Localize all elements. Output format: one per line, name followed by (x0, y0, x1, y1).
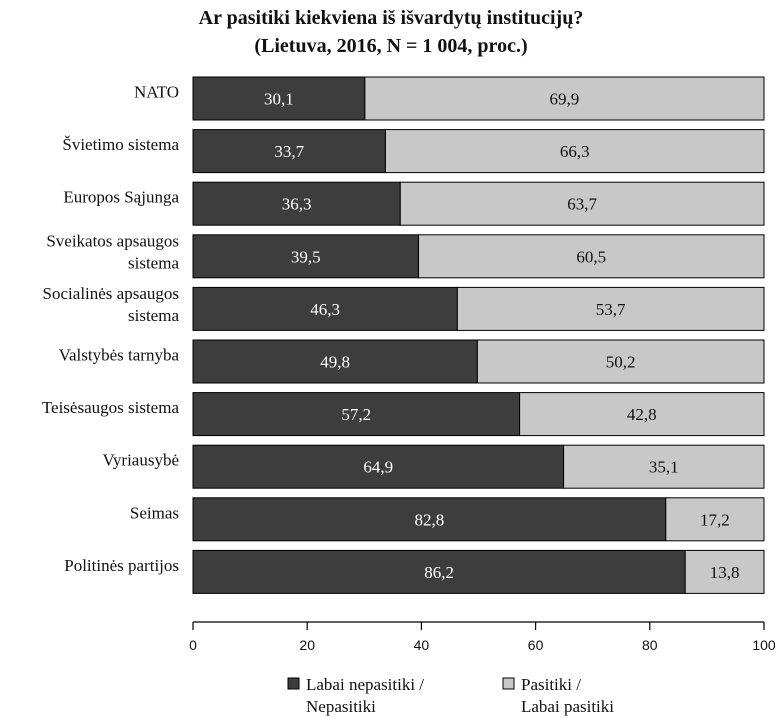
x-tick-label: 80 (642, 637, 658, 653)
bar-segment-trust (456, 286, 765, 331)
bar-segment-distrust (192, 76, 366, 121)
bar-segment-trust (665, 497, 765, 542)
value-label-trust: 60,5 (576, 247, 606, 266)
value-label-trust: 13,8 (710, 563, 740, 582)
chart-subtitle-line: (Lietuva, 2016, N = 1 004, proc.) (254, 35, 528, 57)
legend-label: Nepasitiki (306, 697, 376, 716)
bar-segment-distrust (192, 129, 386, 174)
bar-segment-distrust (192, 181, 401, 226)
category-label: Teisėsaugos sistema (42, 398, 180, 417)
legend-swatch (502, 677, 515, 690)
value-label-distrust: 57,2 (341, 405, 371, 424)
value-label-distrust: 39,5 (291, 247, 321, 266)
value-label-distrust: 33,7 (274, 142, 304, 161)
value-label-trust: 42,8 (627, 405, 657, 424)
bar-segment-trust (476, 339, 765, 384)
value-label-distrust: 49,8 (320, 353, 350, 372)
legend-label: Pasitiki / (521, 675, 581, 694)
category-label: Sveikatos apsaugos (46, 231, 179, 250)
bar-segment-trust (364, 76, 765, 121)
category-label: sistema (128, 253, 179, 272)
x-tick-label: 60 (528, 637, 544, 653)
x-tick-label: 100 (752, 637, 776, 653)
x-tick-label: 40 (414, 637, 430, 653)
bar-segment-distrust (192, 497, 667, 542)
bar-segment-trust (399, 181, 765, 226)
bar-segment-distrust (192, 392, 521, 437)
legend-label: Labai pasitiki (521, 697, 614, 716)
category-label: Vyriausybė (103, 451, 179, 470)
category-label: Seimas (130, 503, 179, 522)
value-label-distrust: 30,1 (264, 90, 294, 109)
x-tick-label: 20 (299, 637, 315, 653)
value-label-distrust: 82,8 (415, 510, 445, 529)
category-label: Valstybės tarnyba (59, 346, 180, 365)
value-label-distrust: 64,9 (363, 458, 393, 477)
category-label: sistema (128, 306, 179, 325)
value-label-distrust: 36,3 (282, 195, 312, 214)
x-tick-label: 0 (189, 637, 197, 653)
value-label-trust: 63,7 (567, 195, 597, 214)
value-label-trust: 69,9 (550, 90, 580, 109)
bar-segment-distrust (192, 234, 420, 279)
value-label-distrust: 86,2 (424, 563, 454, 582)
category-label: Socialinės apsaugos (43, 284, 179, 303)
bar-segment-trust (684, 549, 765, 594)
bar-segment-trust (418, 234, 765, 279)
category-label: Švietimo sistema (62, 135, 179, 154)
category-label: NATO (134, 83, 179, 102)
value-label-trust: 35,1 (649, 458, 679, 477)
bar-segment-distrust (192, 549, 686, 594)
legend-label: Labai nepasitiki / (306, 675, 424, 694)
bar-segment-distrust (192, 286, 458, 331)
value-label-trust: 17,2 (700, 510, 730, 529)
value-label-trust: 66,3 (560, 142, 590, 161)
bar-segment-trust (563, 444, 765, 489)
chart-title: Ar pasitiki kiekviena iš išvardytų insti… (0, 4, 782, 60)
bar-segment-trust (384, 129, 765, 174)
chart-title-line: Ar pasitiki kiekviena iš išvardytų insti… (198, 7, 584, 29)
bar-segment-trust (519, 392, 765, 437)
bar-segment-distrust (192, 339, 478, 384)
category-label: Europos Sąjunga (63, 188, 179, 207)
value-label-distrust: 46,3 (310, 300, 340, 319)
legend-swatch (287, 677, 300, 690)
bar-segment-distrust (192, 444, 565, 489)
category-label: Politinės partijos (64, 556, 179, 575)
value-label-trust: 53,7 (596, 300, 626, 319)
value-label-trust: 50,2 (606, 353, 636, 372)
